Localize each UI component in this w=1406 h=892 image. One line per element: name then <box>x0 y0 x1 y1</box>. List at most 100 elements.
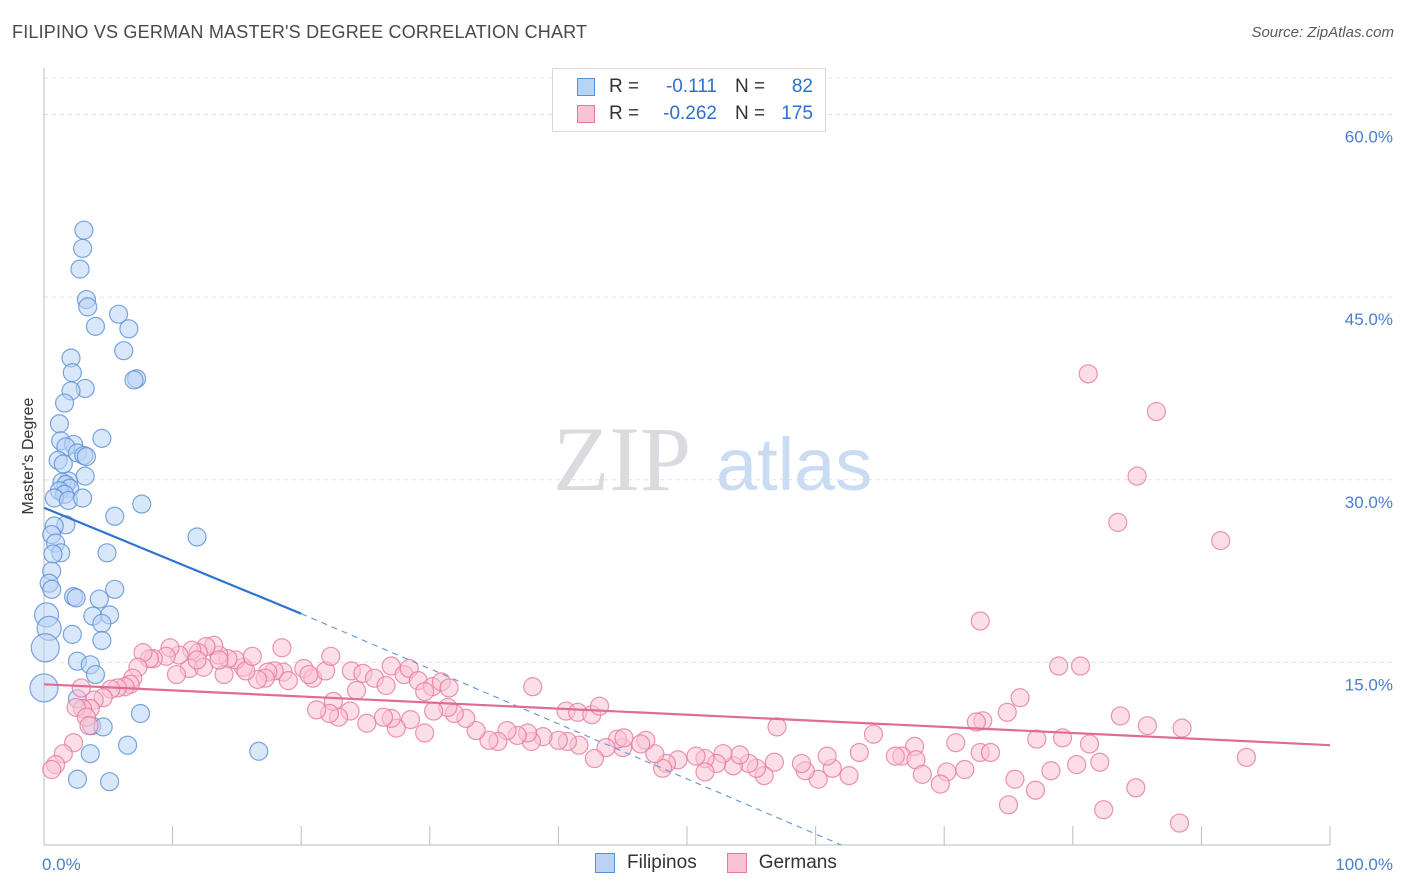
legend-swatch-germans <box>577 105 595 123</box>
german-point <box>1172 718 1192 738</box>
german-point <box>1108 512 1128 532</box>
filipino-point <box>62 363 82 383</box>
german-point <box>946 733 966 753</box>
german-point <box>278 671 298 691</box>
legend-n-value: 82 <box>791 76 813 97</box>
german-point <box>966 712 986 732</box>
german-point <box>166 664 187 685</box>
german-point <box>1169 813 1190 833</box>
filipino-point <box>66 588 86 608</box>
y-tick-label: 60.0% <box>1345 128 1393 147</box>
filipino-point <box>92 428 112 448</box>
german-point <box>764 752 785 772</box>
german-point <box>1005 769 1025 789</box>
german-point <box>424 701 444 721</box>
filipino-point <box>117 735 138 755</box>
german-point <box>321 646 341 666</box>
german-point <box>1236 747 1257 767</box>
german-point <box>346 680 367 700</box>
german-point <box>1146 401 1166 422</box>
german-point <box>400 710 421 730</box>
legend-r-value: -0.262 <box>663 103 717 124</box>
german-point <box>912 764 932 784</box>
series-legend: Filipinos Germans <box>595 852 867 874</box>
grid-lines <box>44 77 1395 663</box>
legend-swatch-filipinos <box>595 853 615 873</box>
filipino-point <box>85 316 106 336</box>
german-point <box>970 611 990 631</box>
filipino-point <box>75 466 95 486</box>
german-point <box>376 675 396 696</box>
filipino-point <box>29 673 59 703</box>
german-point <box>631 734 651 754</box>
filipino-trend-line <box>43 506 302 615</box>
german-point <box>299 664 319 685</box>
filipino-point <box>85 664 106 685</box>
german-point <box>645 744 665 764</box>
german-point <box>209 650 229 670</box>
legend-r-label: R = <box>609 103 640 124</box>
german-point <box>1137 716 1157 736</box>
filipino-point <box>62 624 82 644</box>
watermark-atlas: atlas <box>716 423 872 506</box>
filipino-point <box>114 341 134 361</box>
legend-item-germans[interactable]: Germans <box>726 852 837 874</box>
filipino-point <box>92 630 112 651</box>
filipino-point <box>249 741 269 761</box>
y-tick-label: 15.0% <box>1345 675 1393 694</box>
legend-r-label: R = <box>609 76 640 97</box>
filipino-point <box>67 769 88 789</box>
german-point <box>839 766 859 786</box>
filipino-point <box>42 579 62 599</box>
source-label: Source: ZipAtlas.com <box>1251 24 1394 41</box>
german-point <box>1010 688 1030 708</box>
filipino-point <box>92 613 112 634</box>
filipino-point <box>72 488 93 508</box>
german-point <box>589 696 610 716</box>
y-tick-label: 30.0% <box>1345 493 1393 512</box>
filipino-trend-extension <box>300 613 842 846</box>
german-point <box>373 707 394 727</box>
filipino-point <box>30 633 60 663</box>
y-tick-label: 45.0% <box>1345 310 1393 329</box>
german-point <box>1211 531 1231 551</box>
german-point <box>1110 706 1130 726</box>
legend-item-filipinos[interactable]: Filipinos <box>595 852 697 874</box>
legend-n-label: N = <box>735 76 766 97</box>
german-point <box>1126 778 1146 798</box>
german-point <box>1079 734 1100 754</box>
german-point <box>307 700 327 720</box>
german-point <box>998 795 1019 815</box>
legend-n-label: N = <box>735 103 766 124</box>
german-point <box>1027 729 1047 749</box>
german-point <box>686 746 706 766</box>
filipino-point <box>108 304 129 324</box>
german-point <box>357 713 377 733</box>
german-point <box>885 746 905 766</box>
filipino-point <box>54 393 75 413</box>
filipino-point <box>99 772 120 792</box>
filipino-point <box>187 527 207 547</box>
german-point <box>79 716 99 736</box>
filipino-point <box>53 454 73 474</box>
filipino-point <box>89 589 109 609</box>
german-point <box>997 702 1017 722</box>
filipino-point <box>80 744 100 764</box>
legend-swatch-germans <box>726 853 747 873</box>
watermark-zip: ZIP <box>553 408 691 510</box>
filipino-point <box>72 238 93 259</box>
filipino-point <box>105 579 125 599</box>
german-point <box>849 742 869 763</box>
german-point <box>439 678 459 698</box>
german-point <box>730 745 750 765</box>
x-tick-label: 100.0% <box>1335 855 1393 874</box>
filipino-point <box>97 543 117 563</box>
german-point <box>767 717 787 737</box>
tick-labels: 15.0% 30.0% 45.0% 60.0% 0.0% 100.0% <box>42 128 1393 874</box>
german-point <box>242 646 262 666</box>
german-point <box>817 746 837 766</box>
legend-n-value: 175 <box>781 103 813 124</box>
german-point <box>466 720 486 741</box>
filipino-point <box>78 297 98 317</box>
